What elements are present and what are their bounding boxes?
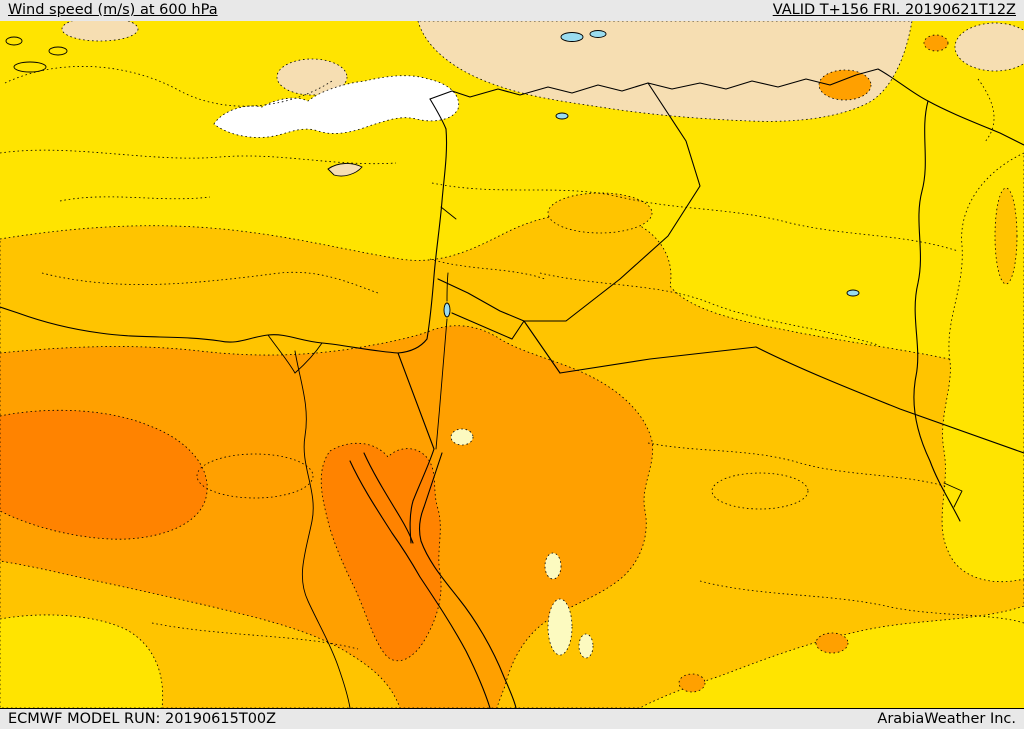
red-sea-east-coast bbox=[419, 452, 517, 708]
lake bbox=[846, 289, 860, 297]
coastline-egypt-north bbox=[0, 306, 399, 354]
aegean-island bbox=[48, 46, 68, 56]
iraq-iran-border bbox=[913, 100, 961, 522]
syria-iraq-border bbox=[523, 82, 701, 322]
orange-patch-south-2 bbox=[678, 673, 706, 693]
aegean-island bbox=[5, 36, 23, 46]
cyprus-island bbox=[327, 163, 363, 177]
jordan-saudi-border bbox=[451, 312, 561, 374]
iraq-saudi-border-east bbox=[755, 346, 1024, 454]
map-area bbox=[0, 21, 1024, 708]
deep-orange-core-west bbox=[0, 409, 208, 540]
contour-line bbox=[539, 272, 879, 346]
aegean-island bbox=[13, 61, 47, 73]
contour-line bbox=[699, 580, 1024, 624]
turkey-syria-border bbox=[429, 68, 1024, 146]
nile-river bbox=[294, 350, 351, 708]
gulf-of-aqaba-west-coast bbox=[409, 448, 435, 544]
attribution-label: ArabiaWeather Inc. bbox=[877, 710, 1016, 727]
cream-patch-nw-2 bbox=[276, 58, 348, 96]
pale-patch-1 bbox=[544, 552, 562, 580]
kuwait-border bbox=[943, 482, 963, 508]
contour-line bbox=[41, 271, 379, 294]
contour-line bbox=[151, 622, 359, 650]
contour-fill-layer bbox=[0, 21, 1024, 708]
cream-patch-ne bbox=[954, 22, 1024, 72]
gulf-of-suez-west-coast bbox=[349, 460, 491, 708]
water-bodies bbox=[443, 30, 860, 318]
valid-time-label: VALID T+156 FRI. 20190621T12Z bbox=[772, 2, 1016, 18]
coastline-levant bbox=[397, 128, 448, 354]
pale-patch-3 bbox=[578, 633, 594, 659]
orange-patch-south-1 bbox=[815, 632, 849, 654]
orange-patch-north-2 bbox=[923, 34, 949, 52]
cream-region-north bbox=[417, 21, 913, 122]
lake bbox=[589, 30, 607, 38]
contour-line-layer bbox=[0, 66, 1024, 650]
lebanon-border bbox=[440, 206, 457, 220]
map-title: Wind speed (m/s) at 600 hPa bbox=[8, 2, 218, 18]
jordan-river bbox=[446, 272, 449, 302]
contour-line bbox=[431, 182, 959, 252]
lake bbox=[560, 32, 584, 42]
contour-line bbox=[711, 472, 809, 510]
footer-bar: ECMWF MODEL RUN: 20190615T00Z ArabiaWeat… bbox=[0, 708, 1024, 729]
header-bar: Wind speed (m/s) at 600 hPa VALID T+156 … bbox=[0, 0, 1024, 21]
dead-sea bbox=[443, 302, 451, 318]
model-run-label: ECMWF MODEL RUN: 20190615T00Z bbox=[8, 710, 277, 727]
gold-patch-east bbox=[994, 187, 1018, 285]
pale-patch-sinai bbox=[450, 428, 474, 446]
coastline-levant bbox=[429, 98, 447, 130]
pale-patch-2 bbox=[547, 598, 573, 656]
contour-line bbox=[59, 196, 211, 202]
lake bbox=[555, 112, 569, 120]
egypt-israel-border bbox=[397, 352, 435, 450]
nile-delta-west bbox=[267, 334, 296, 374]
orange-patch-north-1 bbox=[818, 69, 872, 101]
syria-jordan-border bbox=[437, 278, 525, 322]
contour-line bbox=[4, 66, 333, 107]
contour-line bbox=[196, 453, 314, 499]
orange-wind-region bbox=[0, 325, 654, 708]
nile-delta-east bbox=[294, 342, 323, 374]
weather-map bbox=[0, 21, 1024, 708]
iraq-saudi-border-west bbox=[559, 346, 757, 374]
contour-line bbox=[0, 149, 397, 165]
gold-patch-top-center bbox=[547, 192, 653, 234]
gulf-of-suez-east-coast bbox=[363, 452, 414, 544]
cream-patch-nw-1 bbox=[61, 21, 139, 42]
yellow-patch-bottom-left bbox=[0, 614, 164, 708]
deep-orange-core-sinai bbox=[320, 442, 442, 662]
country-borders bbox=[0, 36, 1024, 708]
israel-jordan-border bbox=[435, 318, 448, 450]
